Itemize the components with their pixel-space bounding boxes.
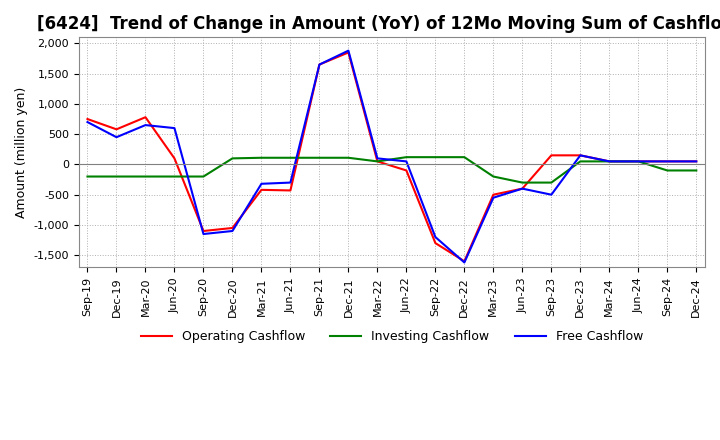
Free Cashflow (315, 62, 324, 67)
Operating Cashflow (344, 50, 353, 55)
Investing Cashflow (112, 174, 121, 179)
Investing Cashflow (228, 156, 237, 161)
Operating Cashflow (141, 114, 150, 120)
Operating Cashflow (518, 186, 526, 191)
Operating Cashflow (547, 153, 556, 158)
Investing Cashflow (315, 155, 324, 161)
Operating Cashflow (489, 192, 498, 197)
Investing Cashflow (373, 159, 382, 164)
Investing Cashflow (257, 155, 266, 161)
Investing Cashflow (663, 168, 672, 173)
Investing Cashflow (605, 159, 613, 164)
Operating Cashflow (199, 228, 208, 234)
Investing Cashflow (199, 174, 208, 179)
Free Cashflow (257, 181, 266, 187)
Investing Cashflow (489, 174, 498, 179)
Investing Cashflow (431, 154, 440, 160)
Free Cashflow (112, 135, 121, 140)
Y-axis label: Amount (million yen): Amount (million yen) (15, 87, 28, 218)
Title: [6424]  Trend of Change in Amount (YoY) of 12Mo Moving Sum of Cashflows: [6424] Trend of Change in Amount (YoY) o… (37, 15, 720, 33)
Investing Cashflow (344, 155, 353, 161)
Investing Cashflow (83, 174, 91, 179)
Legend: Operating Cashflow, Investing Cashflow, Free Cashflow: Operating Cashflow, Investing Cashflow, … (135, 326, 648, 348)
Operating Cashflow (605, 159, 613, 164)
Operating Cashflow (170, 156, 179, 161)
Investing Cashflow (402, 154, 410, 160)
Operating Cashflow (315, 62, 324, 67)
Operating Cashflow (634, 159, 643, 164)
Free Cashflow (228, 228, 237, 234)
Free Cashflow (576, 153, 585, 158)
Free Cashflow (83, 119, 91, 125)
Operating Cashflow (460, 259, 469, 264)
Free Cashflow (460, 260, 469, 265)
Investing Cashflow (634, 159, 643, 164)
Investing Cashflow (547, 180, 556, 185)
Operating Cashflow (402, 168, 410, 173)
Operating Cashflow (286, 188, 294, 193)
Free Cashflow (547, 192, 556, 197)
Free Cashflow (634, 159, 643, 164)
Investing Cashflow (576, 159, 585, 164)
Free Cashflow (518, 186, 526, 191)
Free Cashflow (692, 159, 701, 164)
Operating Cashflow (228, 225, 237, 231)
Free Cashflow (431, 235, 440, 240)
Investing Cashflow (286, 155, 294, 161)
Operating Cashflow (112, 127, 121, 132)
Operating Cashflow (373, 159, 382, 164)
Free Cashflow (373, 156, 382, 161)
Free Cashflow (663, 159, 672, 164)
Line: Investing Cashflow: Investing Cashflow (87, 157, 696, 183)
Investing Cashflow (518, 180, 526, 185)
Free Cashflow (199, 231, 208, 237)
Free Cashflow (141, 122, 150, 128)
Investing Cashflow (692, 168, 701, 173)
Line: Free Cashflow: Free Cashflow (87, 51, 696, 263)
Investing Cashflow (170, 174, 179, 179)
Free Cashflow (402, 159, 410, 164)
Operating Cashflow (663, 159, 672, 164)
Free Cashflow (344, 48, 353, 53)
Operating Cashflow (431, 240, 440, 246)
Free Cashflow (605, 159, 613, 164)
Free Cashflow (170, 125, 179, 131)
Investing Cashflow (141, 174, 150, 179)
Line: Operating Cashflow: Operating Cashflow (87, 52, 696, 261)
Operating Cashflow (576, 153, 585, 158)
Free Cashflow (489, 195, 498, 200)
Operating Cashflow (257, 187, 266, 192)
Operating Cashflow (83, 117, 91, 122)
Investing Cashflow (460, 154, 469, 160)
Free Cashflow (286, 180, 294, 185)
Operating Cashflow (692, 159, 701, 164)
